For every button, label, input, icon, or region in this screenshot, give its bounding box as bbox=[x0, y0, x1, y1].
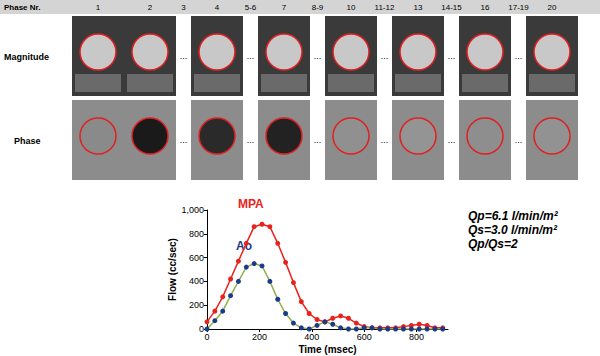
svg-text:1,000: 1,000 bbox=[181, 205, 204, 215]
svg-text:MPA: MPA bbox=[238, 197, 264, 211]
svg-text:8-9: 8-9 bbox=[312, 3, 324, 12]
svg-text:...: ... bbox=[448, 51, 456, 61]
svg-text:10: 10 bbox=[347, 3, 356, 12]
svg-text:...: ... bbox=[515, 51, 523, 61]
svg-text:...: ... bbox=[515, 135, 523, 145]
svg-text:2: 2 bbox=[148, 3, 153, 12]
svg-text:...: ... bbox=[314, 51, 322, 61]
svg-text:...: ... bbox=[180, 135, 188, 145]
svg-text:Qp/Qs=2: Qp/Qs=2 bbox=[468, 237, 518, 251]
svg-text:200: 200 bbox=[189, 300, 204, 310]
svg-text:...: ... bbox=[314, 135, 322, 145]
svg-text:600: 600 bbox=[357, 332, 372, 342]
svg-text:5-6: 5-6 bbox=[245, 3, 257, 12]
svg-text:1: 1 bbox=[96, 3, 101, 12]
svg-text:Qp=6.1 l/min/m²: Qp=6.1 l/min/m² bbox=[468, 209, 559, 223]
svg-text:14-15: 14-15 bbox=[441, 3, 462, 12]
svg-text:...: ... bbox=[247, 135, 255, 145]
svg-text:...: ... bbox=[381, 51, 389, 61]
svg-text:Flow (cc/sec): Flow (cc/sec) bbox=[167, 238, 178, 301]
svg-text:4: 4 bbox=[215, 3, 220, 12]
svg-text:...: ... bbox=[448, 135, 456, 145]
svg-text:11-12: 11-12 bbox=[375, 3, 395, 12]
svg-text:16: 16 bbox=[481, 3, 490, 12]
svg-text:...: ... bbox=[247, 51, 255, 61]
svg-text:0: 0 bbox=[204, 332, 209, 342]
svg-text:7: 7 bbox=[282, 3, 287, 12]
svg-text:Phase: Phase bbox=[14, 136, 41, 146]
svg-text:0: 0 bbox=[199, 324, 204, 334]
svg-text:800: 800 bbox=[189, 229, 204, 239]
svg-text:...: ... bbox=[381, 135, 389, 145]
svg-text:800: 800 bbox=[409, 332, 424, 342]
svg-text:20: 20 bbox=[548, 3, 557, 12]
svg-text:400: 400 bbox=[304, 332, 319, 342]
svg-text:Phase Nr.: Phase Nr. bbox=[4, 3, 40, 12]
svg-text:Qs=3.0 l/min/m²: Qs=3.0 l/min/m² bbox=[468, 223, 558, 237]
svg-text:...: ... bbox=[180, 51, 188, 61]
svg-text:3: 3 bbox=[181, 3, 186, 12]
svg-text:13: 13 bbox=[414, 3, 423, 12]
svg-text:Ao: Ao bbox=[236, 239, 252, 253]
svg-text:Magnitude: Magnitude bbox=[4, 52, 49, 62]
svg-text:400: 400 bbox=[189, 276, 204, 286]
svg-text:200: 200 bbox=[252, 332, 267, 342]
svg-text:Time (msec): Time (msec) bbox=[298, 344, 356, 355]
svg-text:17-19: 17-19 bbox=[508, 3, 529, 12]
svg-text:600: 600 bbox=[189, 253, 204, 263]
